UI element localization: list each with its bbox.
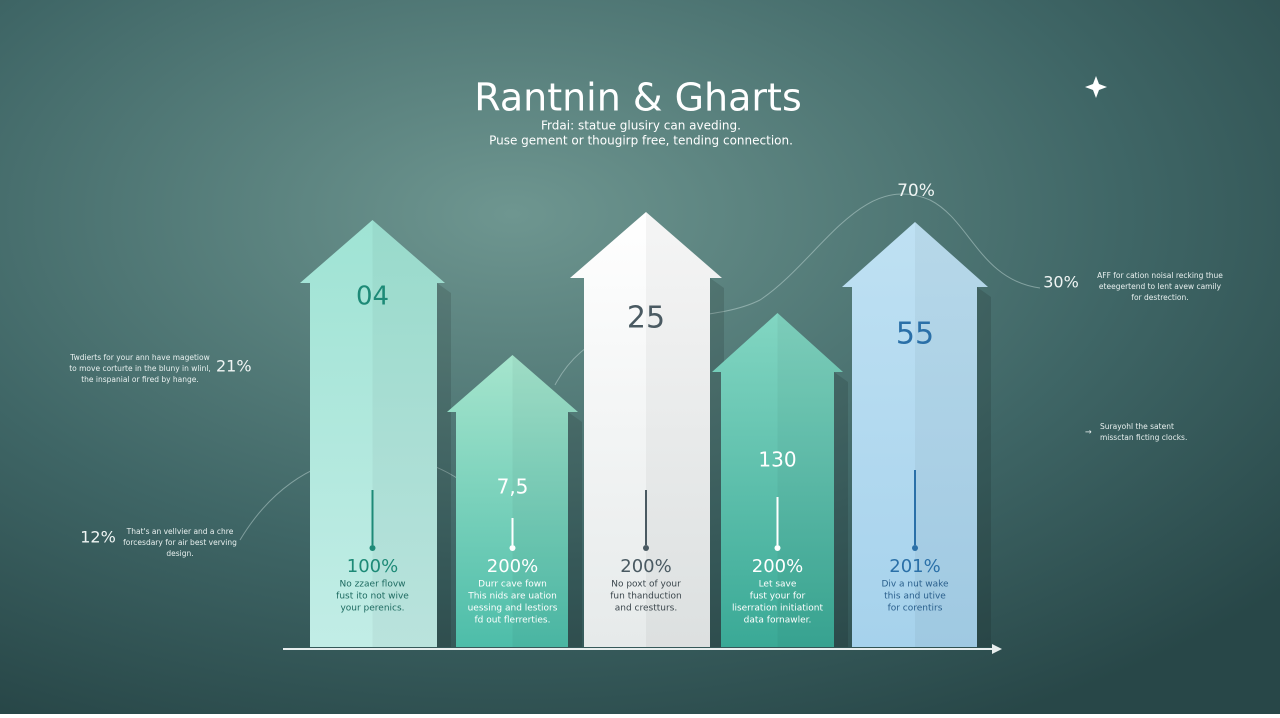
- arrow-caption: liserration initiationt: [732, 604, 824, 614]
- arrow: [712, 313, 843, 647]
- arrow-caption: and crestturs.: [615, 604, 677, 614]
- arrow-shadow: [437, 283, 451, 647]
- arrow-caption: for corentirs: [888, 604, 943, 614]
- arrow-number: 7,5: [497, 475, 529, 499]
- note-percent: 12%: [80, 528, 116, 547]
- note-text: eteegertend to lent avew camily: [1099, 282, 1222, 291]
- arrow-shadow: [568, 412, 582, 647]
- stem-dot: [643, 545, 649, 551]
- note-text: forcesdary for air best verving: [123, 538, 237, 547]
- arrow-facet: [777, 313, 843, 647]
- note-text: missctan ficting clocks.: [1100, 433, 1187, 442]
- note-text: the inspanial or fired by hange.: [81, 375, 199, 384]
- arrow-percent: 100%: [347, 556, 398, 577]
- arrow-caption: Durr cave fown: [478, 580, 547, 590]
- note-marker: →: [1085, 428, 1092, 437]
- stem-dot: [912, 545, 918, 551]
- stem-dot: [369, 545, 376, 551]
- arrow-caption: your perenics.: [340, 604, 404, 614]
- arrow-facet: [512, 355, 578, 647]
- arrow-number: 04: [356, 282, 389, 312]
- stem-dot: [509, 545, 516, 551]
- arrow-caption: fust ito not wive: [336, 592, 409, 602]
- arrow: [842, 222, 988, 647]
- arrow-caption: fust your for: [750, 592, 806, 602]
- arrow-number: 25: [627, 301, 665, 336]
- note-text: Surayohl the satent: [1100, 422, 1174, 431]
- title: Rantnin & Gharts: [474, 76, 802, 120]
- arrow-caption: This nids are uation: [467, 592, 557, 602]
- arrow-caption: No zzaer flovw: [339, 580, 405, 590]
- subtitle: Puse gement or thougirp free, tending co…: [489, 134, 793, 148]
- arrow-shadow: [977, 287, 991, 647]
- note-text: to move corturte in the bluny in wlinl,: [69, 364, 211, 373]
- arrow-caption: fd out flerrerties.: [475, 616, 551, 626]
- note-percent: 30%: [1043, 273, 1079, 292]
- arrow-caption: uessing and lestiors: [468, 604, 558, 614]
- arrow-percent: 200%: [752, 556, 803, 577]
- arrow-caption: data fornawler.: [744, 616, 812, 626]
- arrow-facet: [646, 212, 722, 647]
- arrow-percent: 200%: [487, 556, 538, 577]
- stem-dot: [774, 545, 781, 551]
- arrow-percent: 201%: [889, 556, 940, 577]
- sparkle: [1085, 76, 1107, 98]
- note-text: AFF for cation noisal recking thue: [1097, 271, 1223, 280]
- arrow-shadow: [834, 372, 848, 647]
- arrow-caption: Div a nut wake: [881, 580, 949, 590]
- arrow: [300, 220, 445, 647]
- note-text: design.: [166, 549, 193, 558]
- arrow: [447, 355, 578, 647]
- arrow-percent: 200%: [620, 556, 671, 577]
- arrow-caption: fun thanduction: [610, 592, 682, 602]
- note-percent: 21%: [216, 357, 252, 376]
- arrow: [570, 212, 722, 647]
- note-percent: 70%: [897, 181, 935, 201]
- arrow-caption: Let save: [759, 580, 797, 590]
- baseline-arrow: [992, 644, 1002, 654]
- note-text: for destrection.: [1131, 293, 1188, 302]
- note-text: That's an vellvier and a chre: [126, 527, 234, 536]
- arrow-number: 55: [896, 317, 934, 352]
- arrow-facet: [915, 222, 988, 647]
- arrow-caption: No poxt of your: [611, 580, 681, 590]
- arrow-caption: this and utive: [884, 592, 946, 602]
- arrow-number: 130: [758, 448, 796, 472]
- note-text: Twdierts for your ann have magetiow: [69, 353, 210, 362]
- subtitle: Frdai: statue glusiry can aveding.: [541, 119, 741, 133]
- arrow-facet: [372, 220, 445, 647]
